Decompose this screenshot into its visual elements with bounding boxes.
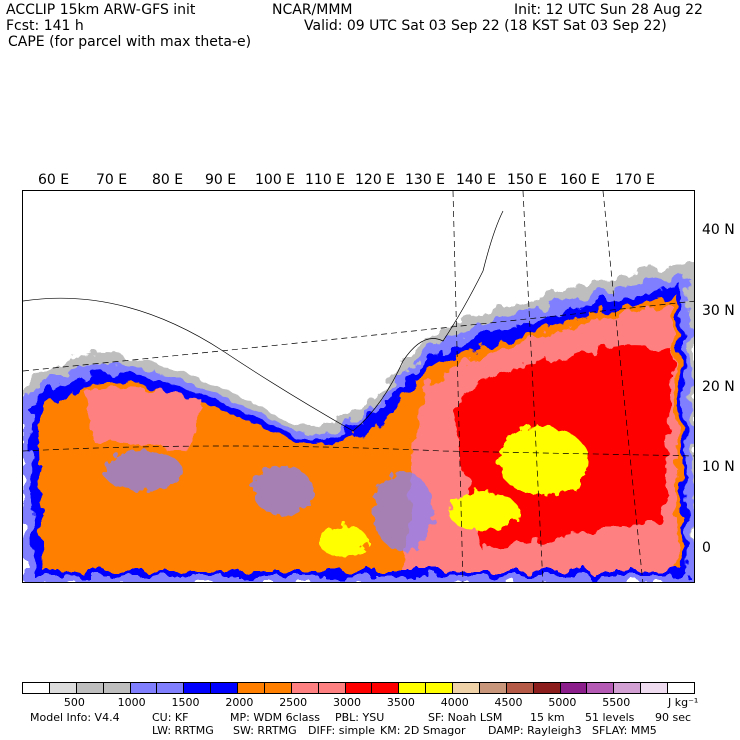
- valid-time: Valid: 09 UTC Sat 03 Sep 22 (18 KST Sat …: [304, 18, 667, 34]
- latitude-label: 0: [702, 540, 711, 556]
- colorbar-label: 5000: [548, 696, 577, 709]
- colorbar-swatch: [587, 683, 615, 693]
- longitude-label: 80 E: [152, 172, 184, 188]
- colorbar-label: 4000: [440, 696, 469, 709]
- colorbar-swatch: [506, 683, 534, 693]
- longitude-label: 90 E: [205, 172, 237, 188]
- forecast-hour: Fcst: 141 h: [6, 18, 84, 34]
- model-title: ACCLIP 15km ARW-GFS init: [6, 2, 196, 18]
- colorbar-swatch: [23, 683, 50, 693]
- longitude-label: 160 E: [560, 172, 601, 188]
- colorbar: [22, 682, 695, 694]
- colorbar-swatch: [318, 683, 346, 693]
- colorbar-swatch: [184, 683, 212, 693]
- colorbar-swatch: [130, 683, 158, 693]
- pbl-scheme: PBL: YSU: [335, 711, 385, 724]
- colorbar-swatch: [614, 683, 642, 693]
- km-scheme: KM: 2D Smagor: [380, 724, 466, 737]
- colorbar-units: J kg⁻¹: [668, 696, 699, 709]
- colorbar-swatch: [157, 683, 185, 693]
- lw-scheme: LW: RRTMG: [152, 724, 214, 737]
- colorbar-swatch: [345, 683, 373, 693]
- cape-field: [23, 191, 694, 582]
- longitude-label: 170 E: [615, 172, 656, 188]
- latitude-label: 30 N: [702, 303, 735, 319]
- longitude-label: 120 E: [355, 172, 396, 188]
- damp-scheme: DAMP: Rayleigh3: [488, 724, 582, 737]
- longitude-label: 60 E: [38, 172, 70, 188]
- colorbar-label: 1500: [171, 696, 200, 709]
- resolution: 15 km: [530, 711, 565, 724]
- colorbar-swatch: [560, 683, 588, 693]
- colorbar-swatch: [76, 683, 104, 693]
- init-time: Init: 12 UTC Sun 28 Aug 22: [514, 2, 703, 18]
- sflay-scheme: SFLAY: MM5: [592, 724, 657, 737]
- timestep: 90 sec: [655, 711, 692, 724]
- longitude-label: 130 E: [405, 172, 446, 188]
- latitude-label: 10 N: [702, 459, 735, 475]
- colorbar-swatch: [641, 683, 668, 693]
- colorbar-label: 1000: [117, 696, 146, 709]
- colorbar-label: 3000: [333, 696, 362, 709]
- colorbar-label: 2000: [225, 696, 254, 709]
- colorbar-swatch: [399, 683, 427, 693]
- field-title: CAPE (for parcel with max theta-e): [8, 34, 252, 50]
- colorbar-label: 4500: [494, 696, 523, 709]
- colorbar-label: 3500: [386, 696, 415, 709]
- longitude-label: 110 E: [305, 172, 346, 188]
- longitude-label: 140 E: [456, 172, 497, 188]
- longitude-label: 100 E: [255, 172, 296, 188]
- colorbar-swatch: [479, 683, 507, 693]
- mp-scheme: MP: WDM 6class: [230, 711, 320, 724]
- colorbar-swatch: [533, 683, 561, 693]
- sf-scheme: SF: Noah LSM: [428, 711, 503, 724]
- latitude-label: 20 N: [702, 379, 735, 395]
- colorbar-swatch: [453, 683, 480, 693]
- colorbar-swatch: [49, 683, 77, 693]
- diff-scheme: DIFF: simple: [308, 724, 376, 737]
- cu-scheme: CU: KF: [152, 711, 189, 724]
- longitude-label: 70 E: [96, 172, 128, 188]
- colorbar-swatch: [426, 683, 453, 693]
- org-label: NCAR/MMM: [272, 2, 353, 18]
- sw-scheme: SW: RRTMG: [233, 724, 297, 737]
- levels: 51 levels: [585, 711, 635, 724]
- colorbar-label: 500: [63, 696, 85, 709]
- colorbar-swatch: [211, 683, 238, 693]
- colorbar-swatch: [103, 683, 131, 693]
- longitude-label: 150 E: [507, 172, 548, 188]
- colorbar-swatch: [291, 683, 319, 693]
- cape-map: [22, 190, 695, 583]
- colorbar-swatch: [372, 683, 400, 693]
- colorbar-label: 2500: [279, 696, 308, 709]
- colorbar-swatch: [238, 683, 265, 693]
- model-info: Model Info: V4.4: [30, 711, 120, 724]
- colorbar-label: 5500: [602, 696, 631, 709]
- colorbar-swatch: [264, 683, 292, 693]
- colorbar-swatch: [668, 683, 694, 693]
- latitude-label: 40 N: [702, 222, 735, 238]
